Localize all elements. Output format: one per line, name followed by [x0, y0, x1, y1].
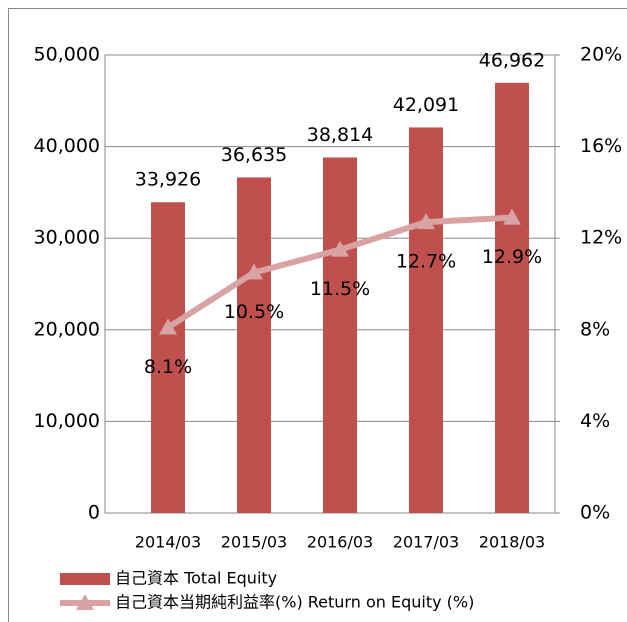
- x-tick-label: 2018/03: [479, 533, 545, 552]
- y-tick-label: 30,000: [34, 227, 100, 249]
- data-label: 33,926: [135, 169, 201, 191]
- data-label: 12.9%: [482, 246, 542, 268]
- data-label: 36,635: [221, 144, 287, 166]
- data-label: 38,814: [307, 124, 373, 146]
- x-tick-label: 2014/03: [135, 533, 201, 552]
- data-label: 42,091: [393, 94, 459, 116]
- bar: [409, 127, 443, 513]
- legend-swatch: [60, 573, 110, 585]
- bar: [323, 157, 357, 514]
- line-marker: [331, 240, 349, 257]
- legend-label: 自己資本当期純利益率(%) Return on Equity (%): [115, 593, 474, 612]
- y-tick-label: 50,000: [34, 44, 100, 66]
- line-marker: [245, 263, 263, 280]
- y2-tick-label: 0%: [580, 502, 610, 524]
- chart-frame: [8, 8, 627, 622]
- legend-marker: [76, 594, 94, 610]
- x-tick-label: 2016/03: [307, 533, 373, 552]
- data-label: 46,962: [479, 49, 545, 71]
- line-marker: [503, 208, 521, 225]
- bar: [237, 177, 271, 513]
- data-label: 11.5%: [310, 278, 370, 300]
- y2-tick-label: 12%: [580, 227, 622, 249]
- x-tick-label: 2017/03: [393, 533, 459, 552]
- y-tick-label: 10,000: [34, 410, 100, 432]
- y-tick-label: 20,000: [34, 318, 100, 340]
- data-label: 10.5%: [224, 301, 284, 323]
- y2-tick-label: 4%: [580, 410, 610, 432]
- bar: [495, 82, 529, 514]
- y-tick-label: 0: [88, 502, 100, 524]
- line-marker: [159, 318, 177, 335]
- y2-tick-label: 20%: [580, 44, 622, 66]
- x-tick-label: 2015/03: [221, 533, 287, 552]
- data-label: 8.1%: [144, 356, 192, 378]
- bar: [151, 202, 185, 513]
- y-tick-label: 40,000: [34, 135, 100, 157]
- y2-tick-label: 16%: [580, 135, 622, 157]
- legend-label: 自己資本 Total Equity: [115, 569, 277, 588]
- data-label: 12.7%: [396, 251, 456, 273]
- y2-tick-label: 8%: [580, 318, 610, 340]
- line-marker: [417, 213, 435, 230]
